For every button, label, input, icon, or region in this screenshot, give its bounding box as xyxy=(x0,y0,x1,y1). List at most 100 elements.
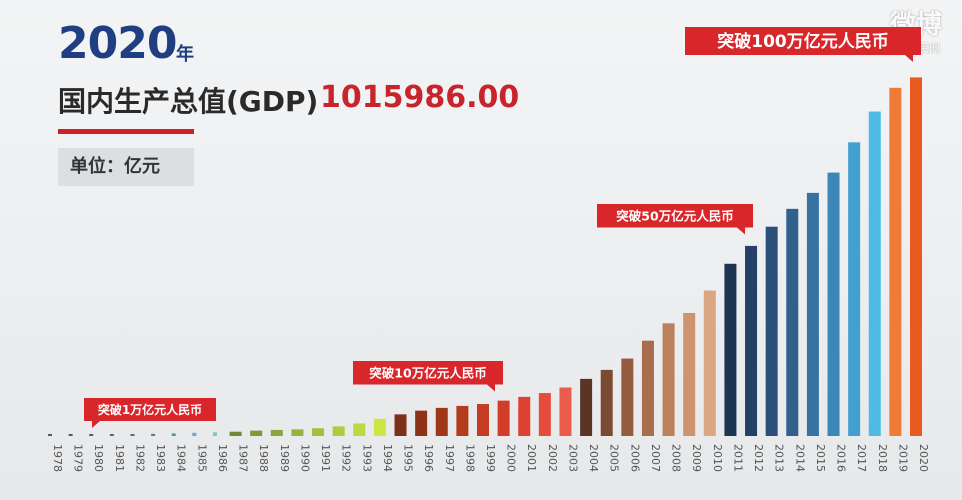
bar-1987 xyxy=(229,431,242,436)
x-tick-label: 1978 xyxy=(51,444,64,472)
x-tick-label: 1993 xyxy=(360,444,373,472)
bar-1999 xyxy=(477,404,489,436)
x-tick-label: 2016 xyxy=(835,444,848,472)
bar-1998 xyxy=(456,405,469,436)
milestone-callout-text: 突破100万亿元人民币 xyxy=(717,31,889,52)
milestone-callout-pointer xyxy=(487,384,495,392)
bar-2009 xyxy=(683,312,696,436)
milestone-callout-pointer xyxy=(737,227,745,235)
x-tick-label: 1988 xyxy=(257,444,270,472)
x-tick-label: 1990 xyxy=(298,444,311,472)
bar-1992 xyxy=(332,426,345,436)
x-tick-label: 2017 xyxy=(855,444,868,472)
bar-1982 xyxy=(130,434,135,436)
milestone-callout-text: 突破50万亿元人民币 xyxy=(616,208,733,223)
bar-2017 xyxy=(848,142,861,436)
x-tick-label: 1982 xyxy=(133,444,146,472)
bar-2020 xyxy=(910,77,922,437)
x-tick-label: 1991 xyxy=(319,444,332,472)
bar-2006 xyxy=(621,358,634,436)
x-tick-label: 1992 xyxy=(340,444,353,472)
x-tick-label: 2015 xyxy=(814,444,827,472)
milestone-callout-pointer xyxy=(905,55,913,62)
x-tick-label: 2007 xyxy=(649,444,662,472)
x-tick-label: 2004 xyxy=(587,444,600,472)
x-tick-label: 2019 xyxy=(896,444,909,472)
x-tick-label: 2009 xyxy=(690,444,703,472)
bar-2008 xyxy=(662,323,675,436)
bar-1983 xyxy=(151,433,156,436)
bar-1995 xyxy=(394,414,407,436)
x-tick-label: 1997 xyxy=(443,444,456,472)
x-tick-label: 1983 xyxy=(154,444,167,472)
bar-1993 xyxy=(353,423,366,436)
x-tick-label: 2001 xyxy=(525,444,538,472)
milestone-callout-box xyxy=(685,27,921,55)
bar-1990 xyxy=(291,429,304,436)
x-tick-label: 1979 xyxy=(72,444,85,472)
x-tick-label: 1987 xyxy=(237,444,250,472)
gdp-value: 1015986.00 xyxy=(320,80,520,115)
x-tick-label: 2020 xyxy=(917,444,930,472)
headline-year-unit: 年 xyxy=(176,44,194,65)
milestone-callout-text: 突破10万亿元人民币 xyxy=(369,365,486,380)
bar-1986 xyxy=(212,432,217,436)
x-tick-label: 1985 xyxy=(195,444,208,472)
bar-2000 xyxy=(497,400,510,436)
x-tick-label: 2003 xyxy=(566,444,579,472)
bar-1996 xyxy=(415,410,428,436)
bar-2015 xyxy=(806,192,819,436)
x-tick-label: 1981 xyxy=(113,444,126,472)
x-tick-label: 2005 xyxy=(608,444,621,472)
bar-1984 xyxy=(171,433,176,436)
bar-2005 xyxy=(600,369,613,436)
x-tick-label: 1998 xyxy=(463,444,476,472)
bar-2007 xyxy=(641,340,654,436)
milestone-callout-box xyxy=(353,361,503,385)
milestone-callout-pointer xyxy=(92,421,100,428)
bar-2018 xyxy=(868,111,881,436)
bar-2019 xyxy=(889,87,902,436)
x-tick-label: 2000 xyxy=(505,444,518,472)
bar-2011 xyxy=(724,263,737,436)
x-tick-label: 2008 xyxy=(670,444,683,472)
x-tick-label: 1986 xyxy=(216,444,229,472)
bar-2001 xyxy=(518,396,531,436)
x-tick-label: 1994 xyxy=(381,444,394,472)
bar-1997 xyxy=(435,407,448,436)
bar-2002 xyxy=(538,393,551,436)
title-underline xyxy=(58,129,194,134)
x-tick-label: 2002 xyxy=(546,444,559,472)
bar-2014 xyxy=(786,208,799,436)
bar-1991 xyxy=(312,428,325,436)
bar-1978 xyxy=(48,434,52,436)
x-tick-label: 2014 xyxy=(793,444,806,472)
milestone-callout-box xyxy=(84,398,216,421)
milestone-callout-text: 突破1万亿元人民币 xyxy=(98,402,202,417)
milestone-callout-box xyxy=(597,204,753,228)
x-tick-label: 1980 xyxy=(92,444,105,472)
bar-1980 xyxy=(89,434,94,436)
bar-2004 xyxy=(580,378,593,436)
x-tick-label: 1999 xyxy=(484,444,497,472)
x-tick-label: 1996 xyxy=(422,444,435,472)
bar-2012 xyxy=(745,245,758,436)
bar-1988 xyxy=(250,430,263,436)
bar-1989 xyxy=(270,429,283,436)
bar-1979 xyxy=(68,434,73,436)
x-tick-label: 1995 xyxy=(402,444,415,472)
unit-label: 单位：亿元 xyxy=(58,148,194,186)
bar-2016 xyxy=(827,172,840,436)
bar-2010 xyxy=(703,290,716,436)
x-tick-label: 2010 xyxy=(711,444,724,472)
bar-1994 xyxy=(373,418,386,436)
x-tick-label: 2006 xyxy=(628,444,641,472)
gdp-label: 国内生产总值(GDP) xyxy=(58,85,319,118)
bar-2013 xyxy=(765,226,778,436)
bar-1985 xyxy=(192,432,197,436)
x-tick-label: 1984 xyxy=(175,444,188,472)
x-tick-label: 2018 xyxy=(876,444,889,472)
headline-year: 2020 xyxy=(58,18,177,69)
x-tick-label: 2013 xyxy=(773,444,786,472)
